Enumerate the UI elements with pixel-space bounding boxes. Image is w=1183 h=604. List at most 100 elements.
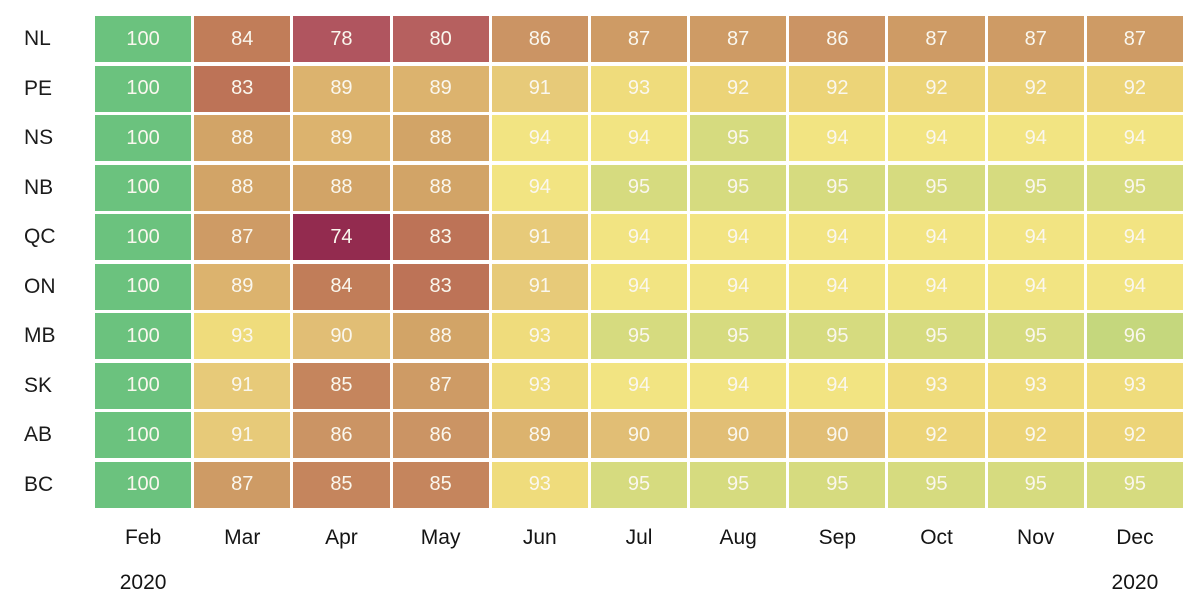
- heatmap-cell: 90: [690, 412, 787, 458]
- heatmap-cell: 92: [987, 65, 1084, 112]
- heatmap-cell: 100: [95, 214, 192, 260]
- heatmap-cell: 100: [95, 263, 192, 310]
- heatmap-cell: 95: [987, 461, 1084, 508]
- heatmap-cell: 95: [789, 164, 886, 211]
- x-axis-year-feb: 2020: [119, 570, 167, 594]
- heatmap-cell: 94: [789, 115, 886, 161]
- heatmap-cell: 93: [987, 362, 1084, 409]
- heatmap-cell: 89: [491, 412, 588, 458]
- heatmap-cell: 100: [95, 65, 192, 112]
- heatmap-cell: 88: [392, 313, 489, 359]
- heatmap-cell: 100: [95, 362, 192, 409]
- heatmap-cell: 94: [590, 263, 688, 310]
- heatmap-grid: NL 100 84 78 80 86 87 87 86 87 87 87 PE 100 83 89 89 91 93…: [0, 16, 1183, 601]
- heatmap-cell: 87: [590, 16, 688, 62]
- heatmap-cell: 89: [293, 115, 390, 161]
- heatmap-cell: 94: [888, 263, 985, 310]
- x-axis-gutter: [0, 561, 92, 601]
- heatmap-cell: 84: [293, 263, 390, 310]
- heatmap-cell: 92: [1086, 65, 1183, 112]
- heatmap-cell: 90: [293, 313, 390, 359]
- row-label-on: ON: [24, 274, 56, 298]
- x-axis-year-empty: [690, 561, 786, 601]
- heatmap-cell: 92: [888, 412, 985, 458]
- row-label-qc: QC: [24, 225, 56, 248]
- heatmap-cell: 87: [194, 461, 291, 508]
- heatmap-cell: 88: [392, 164, 489, 211]
- heatmap-cell: 94: [491, 164, 588, 211]
- heatmap-cell: 89: [392, 65, 489, 112]
- heatmap-cell: 80: [392, 16, 489, 62]
- x-axis-label-aug: Aug: [719, 526, 757, 549]
- heatmap-cell: 95: [888, 313, 985, 359]
- heatmap-cell: 94: [888, 115, 985, 161]
- heatmap-cell: 91: [491, 263, 588, 310]
- heatmap-cell: 85: [392, 461, 489, 508]
- heatmap-cell: 93: [194, 313, 291, 359]
- heatmap-cell: 91: [491, 214, 588, 260]
- heatmap-cell: 94: [590, 214, 688, 260]
- heatmap-cell: 94: [1086, 214, 1183, 260]
- heatmap-cell: 87: [987, 16, 1084, 62]
- row-label-sk: SK: [24, 373, 53, 397]
- heatmap-cell: 83: [392, 214, 489, 260]
- heatmap-cell: 93: [491, 362, 588, 409]
- heatmap-cell: 94: [590, 115, 688, 161]
- x-axis-year-empty: [492, 561, 588, 601]
- heatmap-cell: 95: [888, 164, 985, 211]
- row-label-nb: NB: [24, 175, 54, 199]
- x-axis-label-may: May: [420, 526, 461, 549]
- heatmap-cell: 94: [888, 214, 985, 260]
- heatmap-cell: 94: [1086, 115, 1183, 161]
- heatmap-cell: 86: [293, 412, 390, 458]
- heatmap-cell: 90: [590, 412, 688, 458]
- heatmap-cell: 87: [690, 16, 787, 62]
- row-label-ab: AB: [24, 423, 53, 446]
- heatmap-cell: 92: [1086, 412, 1183, 458]
- heatmap-cell: 87: [888, 16, 985, 62]
- heatmap-cell: 93: [888, 362, 985, 409]
- heatmap-cell: 95: [690, 164, 787, 211]
- row-label-ns: NS: [24, 126, 54, 149]
- heatmap-cell: 94: [789, 214, 886, 260]
- heatmap-cell: 100: [95, 16, 192, 62]
- heatmap-cell: 96: [1086, 313, 1183, 359]
- heatmap-cell: 100: [95, 313, 192, 359]
- heatmap-cell: 94: [491, 115, 588, 161]
- heatmap-cell: 87: [194, 214, 291, 260]
- x-axis-year-empty: [393, 561, 489, 601]
- heatmap-cell: 90: [789, 412, 886, 458]
- heatmap-cell: 86: [789, 16, 886, 62]
- x-axis-year-empty: [194, 561, 290, 601]
- heatmap-cell: 94: [789, 362, 886, 409]
- x-axis-year-empty: [888, 561, 984, 601]
- x-axis-label-jul: Jul: [625, 526, 653, 549]
- heatmap-cell: 100: [95, 164, 192, 211]
- heatmap-cell: 91: [194, 362, 291, 409]
- heatmap-cell: 94: [1086, 263, 1183, 310]
- x-axis-label-jun: Jun: [522, 526, 557, 549]
- row-label-mb: MB: [24, 324, 56, 347]
- heatmap-cell: 100: [95, 461, 192, 508]
- heatmap-cell: 88: [293, 164, 390, 211]
- x-axis-label-nov: Nov: [1017, 526, 1055, 549]
- x-axis-year-empty: [591, 561, 687, 601]
- heatmap-cell: 95: [1086, 461, 1183, 508]
- heatmap-cell: 84: [194, 16, 291, 62]
- heatmap-cell: 92: [987, 412, 1084, 458]
- heatmap-cell: 85: [293, 362, 390, 409]
- x-axis-year-empty: [789, 561, 885, 601]
- heatmap-cell: 100: [95, 412, 192, 458]
- heatmap-cell: 95: [789, 313, 886, 359]
- heatmap-cell: 100: [95, 115, 192, 161]
- heatmap-cell: 88: [392, 115, 489, 161]
- heatmap-cell: 95: [690, 313, 787, 359]
- heatmap-cell: 95: [690, 115, 787, 161]
- heatmap-cell: 94: [987, 214, 1084, 260]
- heatmap-cell: 94: [987, 115, 1084, 161]
- heatmap-cell: 95: [1086, 164, 1183, 211]
- heatmap-cell: 89: [194, 263, 291, 310]
- x-axis-label-feb: Feb: [124, 526, 162, 549]
- heatmap-cell: 93: [590, 65, 688, 112]
- heatmap-cell: 86: [491, 16, 588, 62]
